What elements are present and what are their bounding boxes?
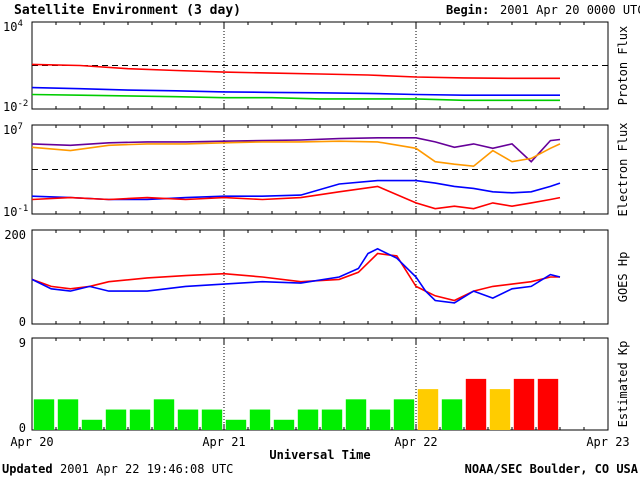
- kp-bar: [81, 419, 103, 430]
- x-tick-label: Apr 21: [202, 435, 245, 449]
- kp-bar: [249, 409, 271, 430]
- y-axis-label: Proton Flux: [616, 26, 630, 105]
- kp-bar: [369, 409, 391, 430]
- series-line-3: [31, 93, 560, 102]
- y-tick-label: 0: [19, 315, 26, 329]
- panel-2: 107 10-1 Electron Flux: [3, 122, 630, 219]
- series-line-2: [31, 247, 561, 304]
- series-line-1: [31, 252, 560, 302]
- updated-value: 2001 Apr 22 19:46:08 UTC: [60, 462, 233, 476]
- chart-title: Satellite Environment (3 day): [14, 3, 241, 18]
- y-tick-label: 10-2: [3, 99, 28, 114]
- series-line-3: [31, 179, 561, 201]
- y-axis-label: GOES Hp: [616, 252, 630, 303]
- chart-footer: Updated 2001 Apr 22 19:46:08 UTC NOAA/SE…: [2, 462, 639, 476]
- y-tick-label: 200: [4, 228, 26, 242]
- kp-bar: [417, 389, 439, 430]
- kp-bar: [105, 409, 127, 430]
- chart-panels: 104 10-2 Proton Flux 107 10-1 Electron Flux 20…: [3, 19, 630, 462]
- x-axis-label: Universal Time: [269, 448, 370, 462]
- kp-bar: [537, 378, 559, 430]
- x-tick-label: Apr 20: [10, 435, 53, 449]
- y-axis-label: Electron Flux: [616, 123, 630, 217]
- series-line-1: [31, 63, 560, 80]
- y-axis-label: Estimated Kp: [616, 341, 630, 428]
- y-tick-label: 10-1: [3, 204, 28, 219]
- kp-bar: [129, 409, 151, 430]
- kp-bar: [225, 419, 247, 430]
- panel-frame: [31, 229, 609, 325]
- y-tick-label: 0: [19, 421, 26, 435]
- panel-4: 9 0 Estimated Kp Apr 20 Apr 21 Apr 22 Apr 23 Un…: [10, 336, 630, 462]
- kp-bar: [465, 378, 487, 430]
- series-line-4: [31, 185, 561, 210]
- updated-label: Updated: [2, 462, 53, 476]
- kp-bar: [321, 409, 343, 430]
- chart-header: Satellite Environment (3 day) Begin: 200…: [14, 3, 640, 18]
- kp-bar: [297, 409, 319, 430]
- kp-bar: [345, 399, 367, 430]
- kp-bar: [153, 399, 175, 430]
- kp-bar: [201, 409, 223, 430]
- kp-bar: [57, 399, 79, 430]
- series-line-2: [31, 86, 560, 96]
- kp-bar: [393, 399, 415, 430]
- y-tick-label: 104: [3, 19, 23, 34]
- panel-3: 200 0 GOES Hp: [4, 228, 630, 329]
- kp-bar: [513, 378, 535, 430]
- begin-label: Begin:: [446, 3, 489, 17]
- kp-bar: [441, 399, 463, 430]
- credit-text: NOAA/SEC Boulder, CO USA: [465, 462, 639, 476]
- y-tick-label: 107: [3, 122, 23, 137]
- y-tick-label: 9: [19, 336, 26, 350]
- series-line-2: [31, 140, 561, 168]
- kp-bar: [489, 389, 511, 430]
- kp-bar: [33, 399, 55, 430]
- panel-1: 104 10-2 Proton Flux: [3, 19, 630, 114]
- x-tick-label: Apr 22: [394, 435, 437, 449]
- x-tick-label: Apr 23: [586, 435, 629, 449]
- begin-value: 2001 Apr 20 0000 UTC: [500, 3, 640, 17]
- kp-bar: [273, 419, 295, 430]
- kp-bar: [177, 409, 199, 430]
- series-line-1: [31, 137, 561, 163]
- panel-frame: [31, 124, 609, 215]
